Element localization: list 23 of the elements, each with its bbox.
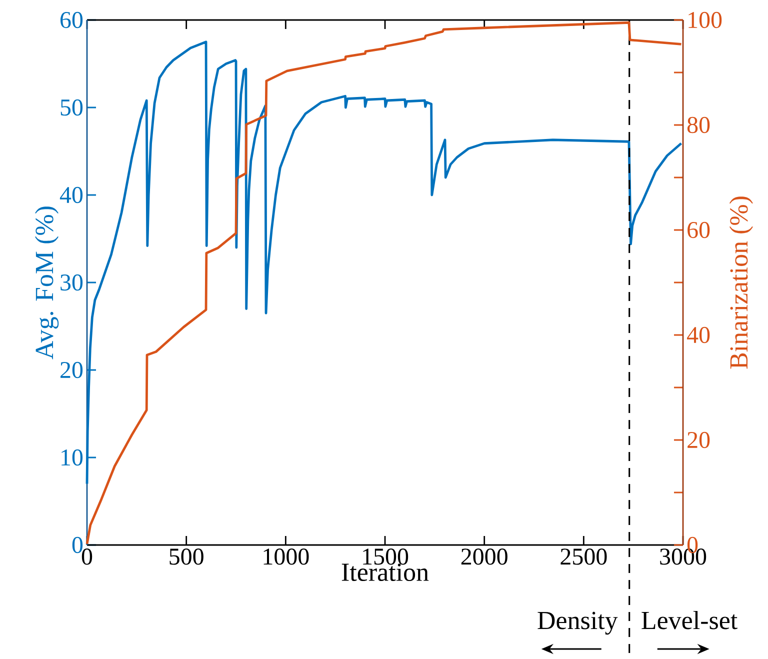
y-axis-title: Avg. FoM (%) [34,206,59,360]
y-tick-label: 20 [60,362,83,378]
text: Density [538,612,618,635]
y2-axis-title: Binarization (%) [729,196,753,369]
y2-tick-label: 80 [687,116,710,134]
y-tick-label: 10 [62,449,83,466]
y-tick-label: 60 [60,12,83,28]
x-tick-label: 2000 [461,548,508,565]
y-tick-label: 30 [60,274,83,291]
line-series [86,40,682,485]
y2-tick-label: 100 [688,12,722,28]
x-tick-label: 500 [170,548,204,565]
y2-tick-label: 20 [688,432,710,448]
y-tick-label: 50 [60,99,83,116]
x-axis-title: Iteration [342,564,429,582]
y-tick-label: 0 [72,536,83,554]
y2-tick-label: 60 [688,222,710,238]
y2-tick-label: 40 [687,326,710,344]
x-tick-label: 2500 [560,548,607,565]
x-tick-label: 1500 [363,548,408,565]
x-tick-label: 1000 [264,548,309,565]
y-tick-label: 40 [60,186,83,204]
text: Level-set [642,610,738,630]
